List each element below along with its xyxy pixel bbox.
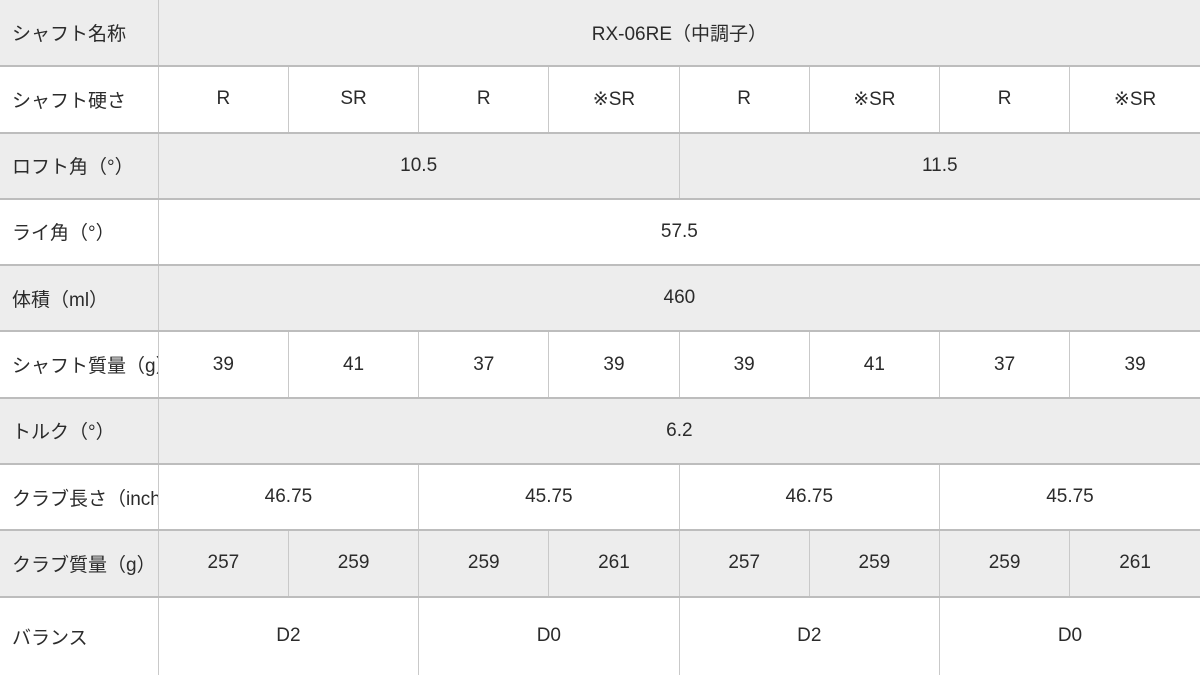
data-cell: 45.75 <box>939 463 1200 532</box>
data-cell: SR <box>288 66 420 134</box>
data-cell: 37 <box>939 331 1071 399</box>
data-cell: ※SR <box>809 66 940 134</box>
row-label: クラブ長さ（inch） <box>0 463 159 532</box>
data-cell: 39 <box>158 331 289 399</box>
data-cell: 257 <box>158 530 289 598</box>
row-label: バランス <box>0 596 159 675</box>
data-cell: 261 <box>548 530 680 598</box>
data-cell: 261 <box>1069 530 1200 598</box>
data-cell: 259 <box>809 530 940 598</box>
data-cell: D2 <box>158 596 420 675</box>
data-cell: 39 <box>679 331 810 399</box>
data-cell: 45.75 <box>418 463 680 532</box>
row-label: シャフト硬さ <box>0 66 159 134</box>
data-cell: 259 <box>288 530 420 598</box>
data-cell: 37 <box>418 331 550 399</box>
table-row: シャフト硬さ R SR R ※SR R ※SR R ※SR <box>0 66 1200 134</box>
table-row: トルク（°） 6.2 <box>0 397 1200 465</box>
data-cell: R <box>679 66 810 134</box>
data-cell: 257 <box>679 530 810 598</box>
data-cell: RX-06RE（中調子） <box>158 0 1200 68</box>
table-row: バランス D2 D0 D2 D0 <box>0 596 1200 675</box>
data-cell: 46.75 <box>679 463 940 532</box>
table-row: ロフト角（°） 10.5 11.5 <box>0 132 1200 200</box>
data-cell: 41 <box>809 331 940 399</box>
row-label: 体積（ml） <box>0 265 159 333</box>
table-row: クラブ質量（g） 257 259 259 261 257 259 259 261 <box>0 530 1200 598</box>
data-cell: 41 <box>288 331 420 399</box>
data-cell: 39 <box>548 331 680 399</box>
row-label: トルク（°） <box>0 397 159 465</box>
table-row: 体積（ml） 460 <box>0 265 1200 333</box>
row-label: ライ角（°） <box>0 198 159 267</box>
data-cell: 259 <box>418 530 550 598</box>
table-row: ライ角（°） 57.5 <box>0 198 1200 267</box>
data-cell: 39 <box>1069 331 1200 399</box>
data-cell: 10.5 <box>158 132 680 200</box>
row-label: クラブ質量（g） <box>0 530 159 598</box>
data-cell: R <box>418 66 550 134</box>
data-cell: R <box>939 66 1071 134</box>
data-cell: 11.5 <box>679 132 1200 200</box>
data-cell: 46.75 <box>158 463 420 532</box>
data-cell: D2 <box>679 596 940 675</box>
data-cell: D0 <box>418 596 680 675</box>
data-cell: 6.2 <box>158 397 1200 465</box>
row-label: シャフト名称 <box>0 0 159 68</box>
table-row: シャフト名称 RX-06RE（中調子） <box>0 0 1200 68</box>
data-cell: ※SR <box>548 66 680 134</box>
row-label: シャフト質量（g） <box>0 331 159 399</box>
data-cell: R <box>158 66 289 134</box>
data-cell: D0 <box>939 596 1200 675</box>
data-cell: 460 <box>158 265 1200 333</box>
data-cell: 259 <box>939 530 1071 598</box>
row-label: ロフト角（°） <box>0 132 159 200</box>
data-cell: ※SR <box>1069 66 1200 134</box>
data-cell: 57.5 <box>158 198 1200 267</box>
